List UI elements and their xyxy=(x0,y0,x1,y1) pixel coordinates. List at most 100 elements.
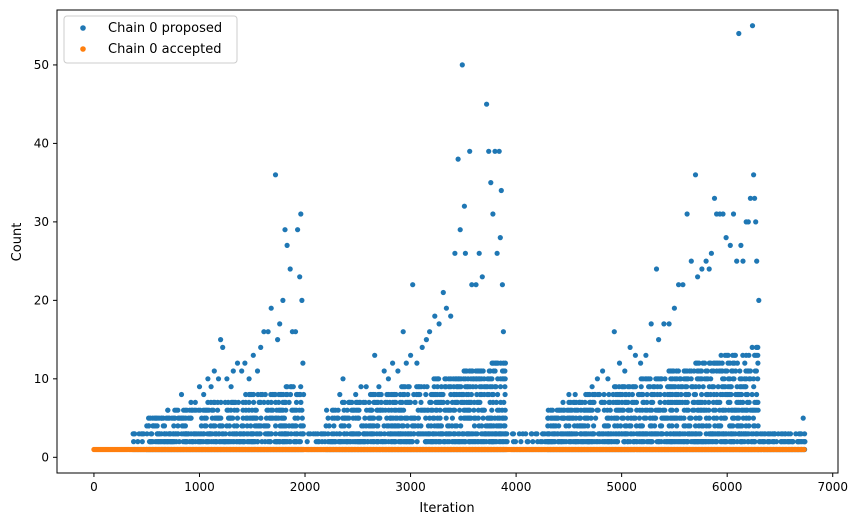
proposed-point xyxy=(437,407,443,413)
proposed-point xyxy=(362,415,368,421)
proposed-point xyxy=(462,439,468,445)
proposed-point xyxy=(190,439,196,445)
y-tick-label: 0 xyxy=(41,450,49,464)
proposed-point xyxy=(746,431,752,437)
proposed-point xyxy=(500,329,506,335)
proposed-point xyxy=(299,297,305,303)
proposed-point xyxy=(218,337,224,343)
proposed-point xyxy=(210,407,216,413)
proposed-point xyxy=(566,423,572,429)
proposed-point xyxy=(659,423,665,429)
proposed-point xyxy=(502,415,508,421)
proposed-point xyxy=(452,407,458,413)
proposed-point xyxy=(473,384,479,390)
proposed-point xyxy=(740,258,746,264)
proposed-point xyxy=(169,439,175,445)
proposed-point xyxy=(782,431,788,437)
proposed-point xyxy=(239,368,245,374)
proposed-point xyxy=(649,407,655,413)
proposed-point xyxy=(530,439,536,445)
proposed-point xyxy=(323,423,329,429)
proposed-point xyxy=(346,415,352,421)
proposed-point xyxy=(228,384,234,390)
proposed-point xyxy=(201,391,207,398)
proposed-point xyxy=(702,399,708,405)
proposed-point xyxy=(681,415,687,421)
proposed-point xyxy=(625,431,631,437)
proposed-point xyxy=(477,399,483,405)
proposed-point xyxy=(732,352,739,358)
proposed-point xyxy=(489,407,495,413)
proposed-point xyxy=(718,423,724,429)
proposed-point xyxy=(738,242,744,248)
proposed-point xyxy=(440,399,446,405)
proposed-point xyxy=(627,344,633,350)
proposed-point xyxy=(411,431,417,437)
proposed-point xyxy=(418,431,424,437)
proposed-point xyxy=(246,399,252,405)
proposed-point xyxy=(458,423,464,429)
proposed-point xyxy=(696,384,702,390)
x-tick-label: 5000 xyxy=(606,480,637,494)
proposed-point xyxy=(787,431,794,437)
proposed-point xyxy=(350,431,356,437)
proposed-point xyxy=(408,352,414,358)
proposed-point xyxy=(582,399,588,405)
proposed-point xyxy=(591,431,597,437)
proposed-point xyxy=(705,439,711,445)
proposed-point xyxy=(695,274,701,280)
proposed-point xyxy=(135,439,141,445)
proposed-point xyxy=(347,439,353,445)
proposed-point xyxy=(138,431,144,437)
proposed-point xyxy=(171,423,177,429)
proposed-point xyxy=(192,399,198,405)
proposed-point xyxy=(523,431,529,437)
proposed-point xyxy=(510,431,517,437)
proposed-point xyxy=(573,439,579,445)
proposed-point xyxy=(240,423,246,429)
proposed-point xyxy=(560,431,566,437)
proposed-point xyxy=(688,258,694,264)
proposed-point xyxy=(493,399,499,405)
proposed-point xyxy=(585,423,591,429)
proposed-point xyxy=(469,282,475,288)
proposed-point xyxy=(727,399,733,405)
proposed-point xyxy=(692,391,699,398)
proposed-point xyxy=(730,423,736,429)
proposed-point xyxy=(336,431,342,437)
proposed-point xyxy=(409,439,415,445)
proposed-point xyxy=(227,431,233,437)
proposed-point xyxy=(395,368,401,374)
proposed-point xyxy=(749,391,755,398)
proposed-point xyxy=(644,391,650,398)
proposed-point xyxy=(400,329,406,335)
proposed-point xyxy=(601,399,608,405)
proposed-point xyxy=(728,391,734,398)
proposed-point xyxy=(414,360,420,366)
proposed-point xyxy=(297,274,303,280)
x-tick-label: 6000 xyxy=(712,480,743,494)
proposed-point xyxy=(662,407,668,413)
proposed-point xyxy=(378,391,384,398)
proposed-point xyxy=(502,391,508,398)
proposed-point xyxy=(340,376,346,382)
proposed-point xyxy=(226,423,233,429)
proposed-point xyxy=(554,431,560,437)
proposed-point xyxy=(678,391,684,398)
proposed-point xyxy=(286,399,292,405)
proposed-point xyxy=(332,415,338,421)
proposed-point xyxy=(493,384,499,390)
proposed-point xyxy=(290,384,296,390)
proposed-point xyxy=(638,384,644,390)
proposed-point xyxy=(588,415,594,421)
proposed-point xyxy=(628,407,634,413)
proposed-point xyxy=(436,376,442,382)
proposed-point xyxy=(648,439,655,445)
proposed-point xyxy=(300,360,306,366)
proposed-point xyxy=(573,431,580,437)
proposed-point xyxy=(467,148,473,154)
proposed-point xyxy=(341,423,347,429)
proposed-point xyxy=(356,415,362,421)
proposed-point xyxy=(556,423,562,429)
proposed-point xyxy=(149,439,155,445)
